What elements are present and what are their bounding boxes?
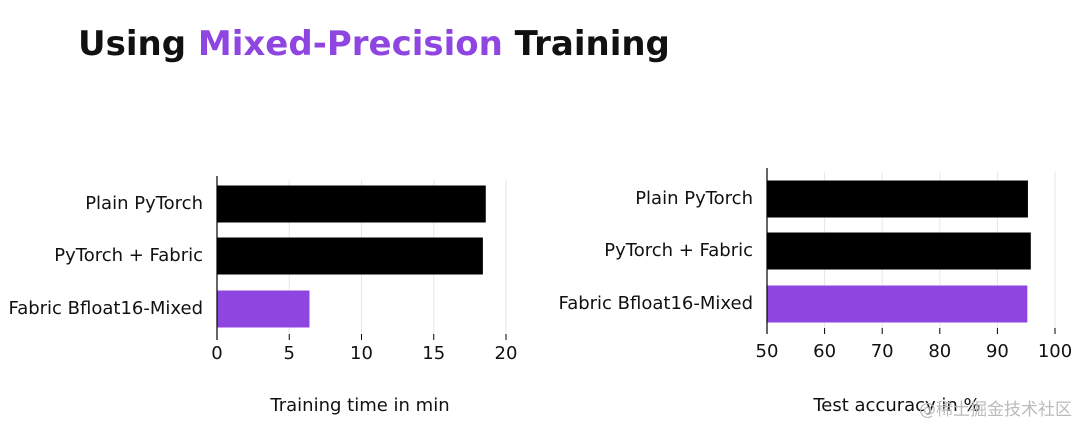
bar — [767, 180, 1028, 218]
bar — [217, 290, 310, 328]
y-tick-label: Fabric Bfloat16-Mixed — [9, 298, 204, 319]
x-tick-label: 70 — [871, 341, 894, 362]
x-axis-label: Test accuracy in % — [812, 395, 980, 416]
title-end: Training — [515, 24, 670, 64]
x-tick-label: 15 — [422, 343, 445, 364]
x-tick-label: 0 — [211, 343, 222, 364]
bar — [217, 185, 486, 223]
y-tick-label: Plain PyTorch — [635, 188, 753, 209]
x-tick-label: 60 — [813, 341, 836, 362]
title-start: Using — [78, 24, 186, 64]
watermark: @稀土掘金技术社区 — [919, 400, 1072, 420]
x-tick-label: 20 — [495, 343, 518, 364]
slide-title: Using Mixed-Precision Training — [78, 24, 670, 64]
bar — [767, 285, 1028, 323]
x-tick-label: 100 — [1038, 341, 1072, 362]
bar — [767, 232, 1031, 270]
y-tick-label: Plain PyTorch — [85, 193, 203, 214]
x-tick-label: 90 — [986, 341, 1009, 362]
x-tick-label: 80 — [928, 341, 951, 362]
x-tick-label: 10 — [350, 343, 373, 364]
y-tick-label: PyTorch + Fabric — [604, 240, 753, 261]
x-tick-label: 50 — [756, 341, 779, 362]
title-highlight: Mixed-Precision — [198, 24, 503, 64]
x-axis-label: Training time in min — [269, 395, 449, 416]
y-tick-label: Fabric Bfloat16-Mixed — [559, 293, 754, 314]
bar — [217, 237, 483, 275]
x-tick-label: 5 — [284, 343, 295, 364]
y-tick-label: PyTorch + Fabric — [54, 245, 203, 266]
